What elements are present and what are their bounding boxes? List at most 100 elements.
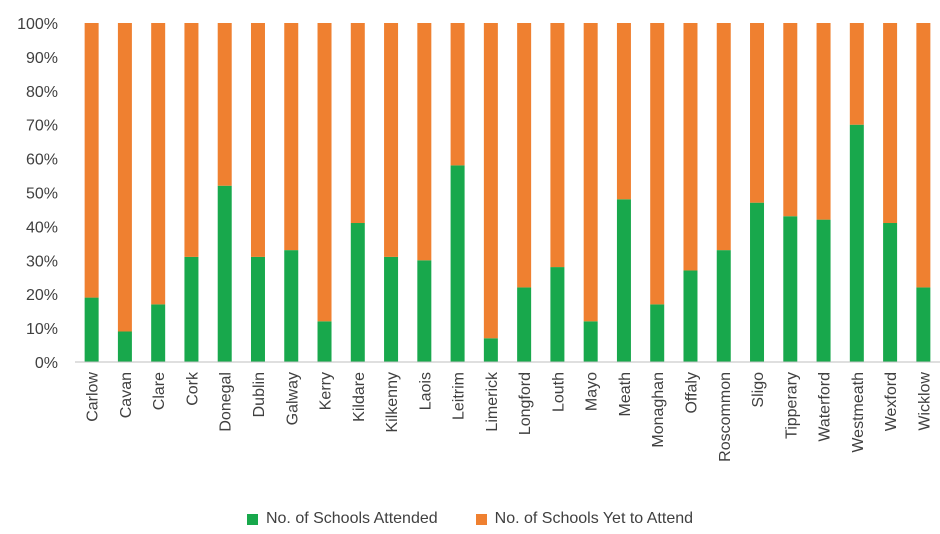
x-tick-label: Louth [550, 372, 567, 412]
bar-yet-to-attend-cavan [117, 23, 132, 332]
bar-yet-to-attend-waterford [816, 23, 831, 220]
bar-attended-donegal [217, 185, 232, 362]
x-tick-label: Wicklow [916, 372, 933, 431]
stacked-bar-chart: 0% 10% 20% 30% 40% 50% 60% 70% 80% 90% 100% Carlow… [17, 16, 940, 462]
bar-attended-dublin [250, 256, 265, 362]
x-tick-label: Roscommon [717, 372, 734, 462]
bar-yet-to-attend-roscommon [716, 23, 731, 251]
y-tick-label: 30% [26, 253, 58, 270]
bar-attended-kilkenny [384, 256, 399, 362]
y-axis: 0% 10% 20% 30% 40% 50% 60% 70% 80% 90% 100% [17, 16, 58, 372]
bar-attended-cork [184, 256, 199, 362]
x-tick-label: Mayo [584, 372, 601, 411]
bar-yet-to-attend-monaghan [650, 23, 665, 305]
bar-attended-sligo [750, 202, 765, 362]
x-tick-label: Limerick [484, 371, 501, 432]
legend-swatch-attended [246, 513, 258, 525]
bar-yet-to-attend-wicklow [916, 23, 931, 288]
y-tick-label: 10% [26, 321, 58, 338]
bar-attended-meath [616, 199, 631, 362]
bar-attended-tipperary [783, 216, 798, 362]
bar-attended-wicklow [916, 287, 931, 362]
bar-yet-to-attend-longford [517, 23, 532, 288]
y-tick-label: 0% [35, 355, 58, 372]
bar-attended-monaghan [650, 304, 665, 362]
bar-yet-to-attend-meath [616, 23, 631, 200]
y-tick-label: 80% [26, 84, 58, 101]
bar-attended-kerry [317, 321, 332, 362]
bar-yet-to-attend-dublin [250, 23, 265, 257]
x-tick-label: Cavan [118, 372, 135, 418]
legend-label-attended: No. of Schools Attended [265, 510, 438, 527]
bar-yet-to-attend-limerick [483, 23, 498, 339]
bar-attended-waterford [816, 219, 831, 362]
bar-attended-laois [417, 260, 432, 362]
bar-attended-kildare [350, 223, 365, 362]
bars [84, 23, 931, 362]
x-tick-label: Donegal [218, 372, 235, 432]
bar-yet-to-attend-tipperary [783, 23, 798, 217]
x-tick-label: Wexford [883, 372, 900, 431]
y-tick-label: 50% [26, 186, 58, 203]
legend-label-yet-to-attend: No. of Schools Yet to Attend [494, 510, 694, 527]
x-tick-label: Clare [151, 372, 168, 410]
x-tick-label: Kilkenny [384, 372, 401, 432]
legend-item-yet-to-attend: No. of Schools Yet to Attend [475, 510, 694, 528]
bar-yet-to-attend-kilkenny [384, 23, 399, 257]
x-axis: Carlow Cavan Clare Cork Donegal Dublin Galway K… [75, 361, 940, 462]
bar-yet-to-attend-louth [550, 23, 565, 268]
x-tick-label: Kildare [351, 372, 368, 422]
y-tick-label: 100% [17, 16, 58, 33]
y-tick-label: 90% [26, 50, 58, 67]
x-tick-label: Laois [417, 372, 434, 410]
x-tick-label: Westmeath [850, 372, 867, 453]
legend-item-attended: No. of Schools Attended [246, 510, 438, 528]
x-tick-label: Monaghan [650, 372, 667, 448]
bar-yet-to-attend-galway [284, 23, 299, 251]
bar-attended-offaly [683, 270, 698, 362]
bar-yet-to-attend-offaly [683, 23, 698, 271]
bar-yet-to-attend-cork [184, 23, 199, 257]
bar-attended-limerick [483, 338, 498, 362]
bar-yet-to-attend-laois [417, 23, 432, 261]
x-tick-label: Carlow [85, 372, 102, 422]
bar-attended-longford [517, 287, 532, 362]
x-tick-label: Waterford [817, 372, 834, 442]
bar-yet-to-attend-carlow [84, 23, 99, 298]
y-tick-label: 40% [26, 219, 58, 236]
bar-yet-to-attend-wexford [883, 23, 898, 224]
bar-attended-westmeath [849, 124, 864, 362]
y-tick-label: 60% [26, 152, 58, 169]
bar-yet-to-attend-clare [151, 23, 166, 305]
x-tick-label: Cork [184, 371, 201, 406]
bar-attended-louth [550, 267, 565, 362]
bar-attended-clare [151, 304, 166, 362]
bar-yet-to-attend-kildare [350, 23, 365, 224]
bar-attended-leitrim [450, 165, 465, 362]
legend-swatch-yet-to-attend [475, 513, 487, 525]
bar-yet-to-attend-mayo [583, 23, 598, 322]
x-tick-label: Dublin [251, 372, 268, 417]
bar-attended-mayo [583, 321, 598, 362]
bar-attended-galway [284, 250, 299, 362]
x-tick-label: Leitrim [451, 372, 468, 420]
x-tick-label: Meath [617, 372, 634, 416]
bar-attended-wexford [883, 223, 898, 362]
bar-yet-to-attend-kerry [317, 23, 332, 322]
legend: No. of Schools Attended No. of Schools Y… [0, 510, 940, 528]
x-tick-label: Offaly [683, 372, 700, 414]
x-tick-label: Galway [284, 372, 301, 425]
x-tick-label: Sligo [750, 372, 767, 408]
y-tick-label: 70% [26, 118, 58, 135]
bar-yet-to-attend-westmeath [849, 23, 864, 125]
bar-attended-carlow [84, 297, 99, 362]
bar-yet-to-attend-sligo [750, 23, 765, 203]
bar-yet-to-attend-leitrim [450, 23, 465, 166]
y-tick-label: 20% [26, 287, 58, 304]
bar-yet-to-attend-donegal [217, 23, 232, 186]
bar-attended-cavan [117, 331, 132, 362]
x-tick-label: Longford [517, 372, 534, 435]
bar-attended-roscommon [716, 250, 731, 362]
x-tick-label: Kerry [318, 372, 335, 410]
